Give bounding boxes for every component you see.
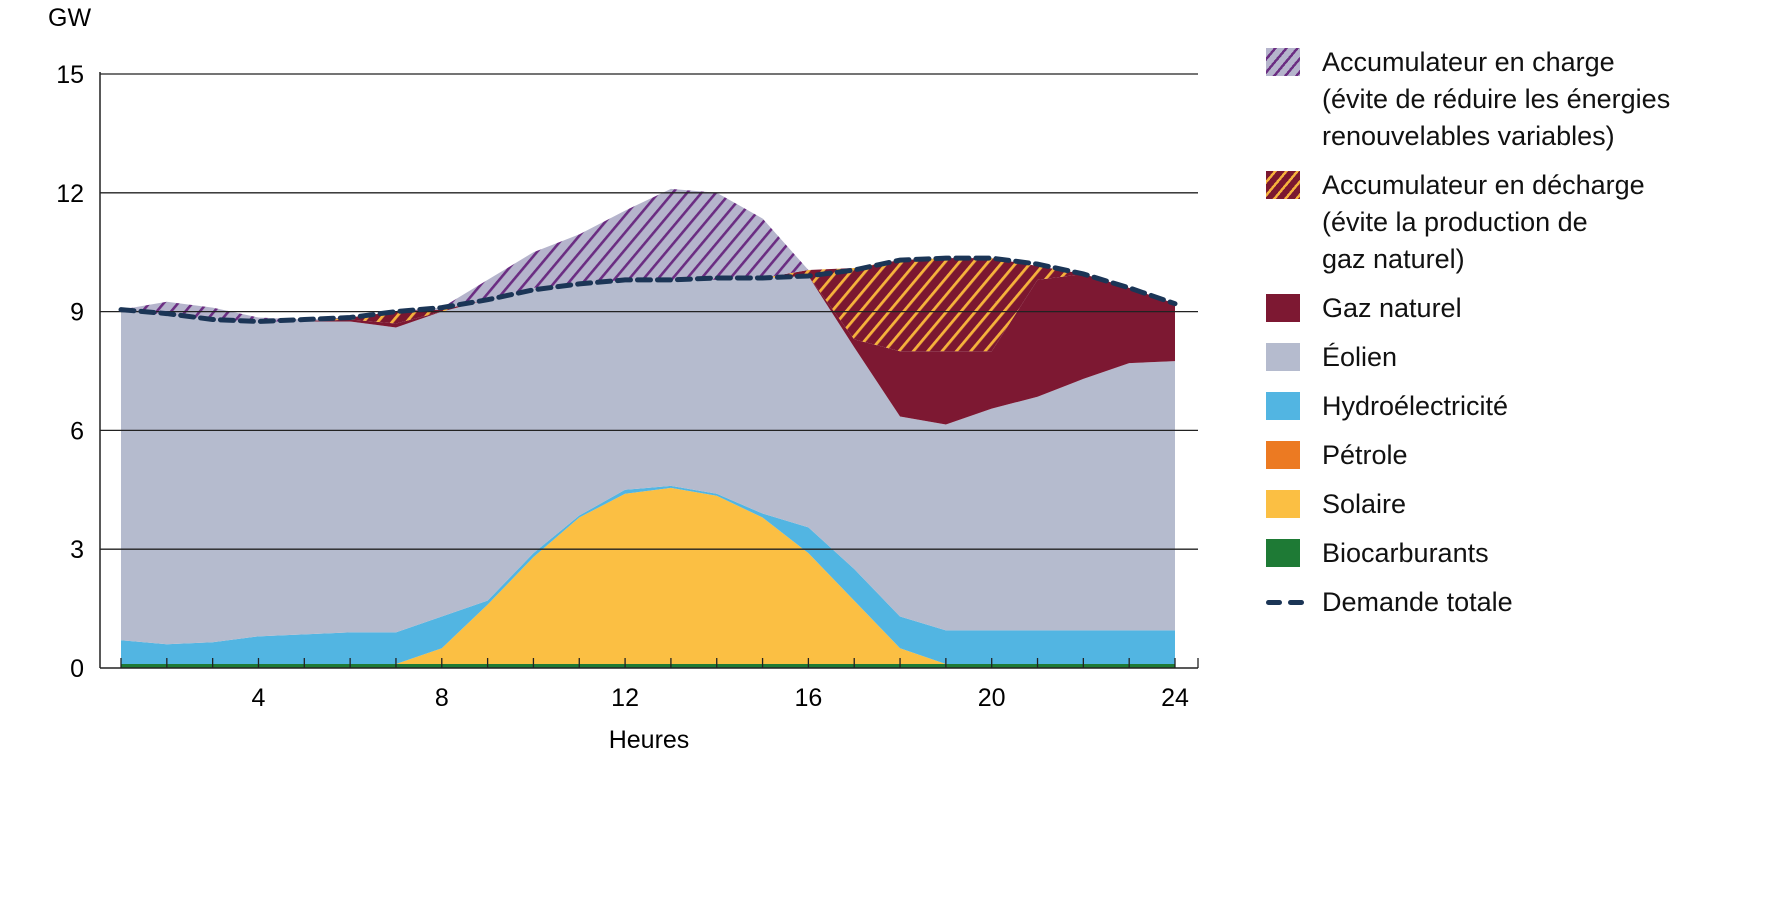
y-tick-label: 15	[56, 61, 84, 89]
area-solaire	[121, 487, 1175, 665]
area-hydroélectricité	[121, 485, 1175, 665]
legend-label: Accumulateur en décharge (évite la produ…	[1322, 170, 1645, 274]
legend-swatch	[1266, 588, 1306, 616]
legend-item: Accumulateur en charge (évite de réduire…	[1266, 44, 1756, 155]
legend-swatch	[1266, 171, 1300, 199]
legend-item: Solaire	[1266, 486, 1756, 523]
legend-label: Gaz naturel	[1322, 293, 1462, 323]
area-accumulateur-en-décharge	[121, 258, 1175, 352]
legend-swatch	[1266, 392, 1300, 420]
area-biocarburants	[121, 664, 1175, 668]
legend-item: Demande totale	[1266, 584, 1756, 621]
x-tick-label: 12	[611, 684, 639, 712]
x-tick-label: 4	[252, 684, 266, 712]
y-axis-unit-label: GW	[48, 4, 91, 32]
legend-item: Éolien	[1266, 339, 1756, 376]
legend-item: Pétrole	[1266, 437, 1756, 474]
legend: Accumulateur en charge (évite de réduire…	[1266, 44, 1756, 633]
legend-label: Hydroélectricité	[1322, 391, 1509, 421]
legend-label: Demande totale	[1322, 587, 1513, 617]
y-tick-label: 0	[70, 655, 84, 683]
area-éolien	[121, 275, 1175, 645]
y-tick-label: 3	[70, 536, 84, 564]
x-tick-label: 8	[435, 684, 449, 712]
area-accumulateur-en-charge	[121, 188, 1175, 322]
legend-swatch	[1266, 441, 1300, 469]
legend-swatch	[1266, 343, 1300, 371]
x-tick-label: 20	[978, 684, 1006, 712]
legend-label: Biocarburants	[1322, 538, 1489, 568]
x-tick-label: 24	[1161, 684, 1189, 712]
legend-swatch	[1266, 48, 1300, 76]
legend-label: Accumulateur en charge (évite de réduire…	[1322, 47, 1671, 151]
legend-label: Solaire	[1322, 489, 1407, 519]
legend-label: Éolien	[1322, 342, 1398, 372]
y-tick-label: 12	[56, 180, 84, 208]
x-axis-label: Heures	[609, 726, 690, 754]
legend-swatch	[1266, 539, 1300, 567]
y-tick-label: 9	[70, 299, 84, 327]
legend-item: Accumulateur en décharge (évite la produ…	[1266, 167, 1756, 278]
x-tick-label: 16	[794, 684, 822, 712]
legend-label: Pétrole	[1322, 440, 1408, 470]
legend-item: Gaz naturel	[1266, 290, 1756, 327]
y-tick-label: 6	[70, 417, 84, 445]
legend-swatch	[1266, 490, 1300, 518]
demand-line	[118, 255, 1178, 325]
legend-item: Hydroélectricité	[1266, 388, 1756, 425]
area-gaz-naturel	[121, 273, 1175, 425]
legend-swatch	[1266, 294, 1300, 322]
legend-item: Biocarburants	[1266, 535, 1756, 572]
